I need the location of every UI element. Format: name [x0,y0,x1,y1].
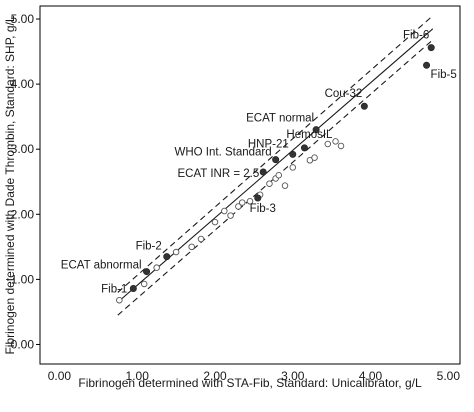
open-point [153,264,160,271]
x-tick-label: 5.00 [437,369,461,383]
open-point [332,138,339,145]
y-axis-ticks: 0.00 1.00 2.00 3.00 4.00 5.00 [11,12,40,351]
open-point [266,180,273,187]
x-axis-ticks: 0.00 1.00 2.00 3.00 4.00 5.00 [48,369,461,383]
point-label: Fib-3 [250,203,276,215]
point-label: WHO Int. Standard [175,147,272,159]
point-label: Fib-1 [101,283,127,295]
x-tick-label: 0.00 [48,369,72,383]
open-point [281,182,289,189]
point-label: ECAT abnormal [61,260,142,272]
point-label: Fib-6 [403,30,429,42]
open-point [140,280,148,288]
open-point [311,154,318,161]
data-points [116,44,435,304]
open-point [211,218,219,226]
labeled-point [129,284,137,292]
open-point [324,140,332,148]
open-point [289,164,297,171]
open-point [116,296,123,304]
open-point [188,243,195,251]
x-axis-title: Fibrinogen determined with STA-Fib, Stan… [78,376,422,390]
labeled-point [259,168,267,176]
labeled-point [300,144,308,152]
labeled-point [163,253,171,261]
plot-area [39,5,461,365]
open-point [275,171,283,179]
x-tick-label: 2.00 [203,369,227,383]
open-point [221,207,228,215]
labeled-point [272,156,280,164]
y-tick-label: 1.00 [11,272,35,286]
y-tick-label: 4.00 [11,77,35,91]
x-tick-label: 4.00 [359,369,383,383]
point-label: HNP-21 [248,138,289,150]
open-point [227,212,234,219]
labeled-point [423,61,431,69]
point-label: Fib-5 [431,69,457,81]
x-tick-label: 3.00 [281,369,305,383]
labeled-point [143,268,151,276]
open-point [172,248,180,256]
y-tick-label: 2.00 [11,207,35,221]
labeled-point [312,126,320,134]
open-point [238,199,246,206]
open-point [337,142,345,150]
open-point [235,203,242,210]
point-label: HemosIL [286,129,333,141]
labeled-point [360,102,368,110]
labeled-point [289,150,297,158]
point-label: ECAT INR = 2.5 [178,168,260,180]
open-point [197,235,205,243]
plot-frame [39,5,461,365]
y-tick-label: 0.00 [11,337,35,351]
point-annotations: Fib-6 Fib-5 Cou-32 ECAT normal HemosILHNP-21… [61,30,457,296]
x-tick-label: 1.00 [126,369,150,383]
point-label: Cou-32 [325,88,363,100]
open-point [246,198,254,205]
y-axis-title: Fibrinogen determined with Dade Thrombin… [3,15,17,354]
y-tick-label: 3.00 [11,142,35,156]
labeled-point [427,44,435,52]
point-label: ECAT normal [246,113,314,125]
labeled-point [254,194,262,202]
y-tick-label: 5.00 [11,12,35,26]
point-label: Fib-2 [136,241,162,253]
